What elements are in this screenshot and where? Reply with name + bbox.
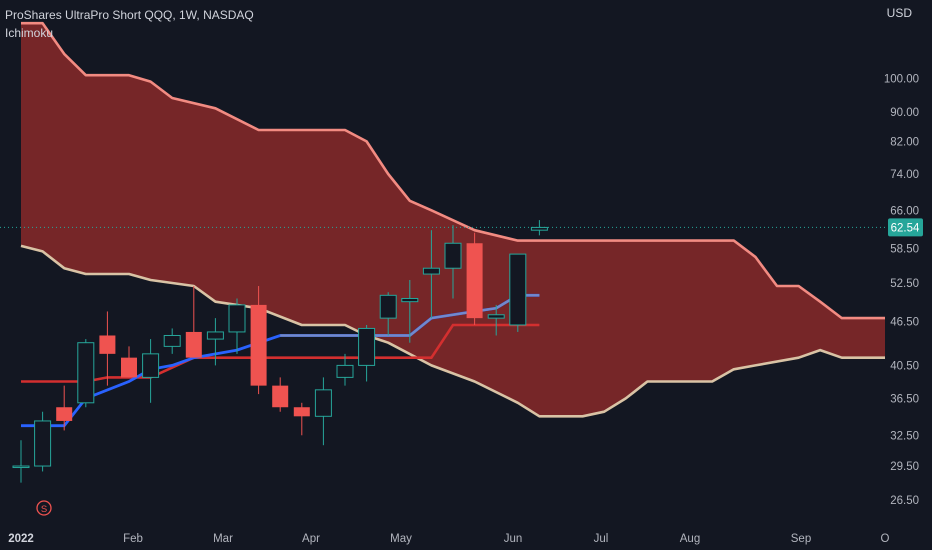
candle-body — [163, 334, 181, 347]
ichimoku-cloud — [20, 21, 885, 418]
candle-body — [466, 243, 483, 319]
candle — [163, 328, 181, 354]
candle-body — [206, 331, 224, 340]
time-tick-label: May — [390, 533, 412, 545]
time-tick-label: Apr — [302, 533, 320, 545]
time-tick-label: Jun — [504, 533, 523, 545]
candle — [336, 353, 354, 386]
price-tick-label: 26.50 — [890, 495, 919, 507]
candle — [34, 411, 52, 472]
price-tick-label: 74.00 — [890, 169, 919, 181]
time-tick-label: 2022 — [8, 533, 34, 545]
candle — [358, 324, 376, 382]
candle-body — [142, 353, 160, 378]
candle-body — [272, 385, 289, 408]
time-tick-label: O — [881, 533, 890, 545]
candle-body — [444, 242, 462, 269]
time-tick-label: Feb — [123, 533, 143, 545]
candle-body — [379, 294, 397, 319]
last-price-label: 62.54 — [891, 222, 920, 234]
candle — [228, 298, 246, 354]
candle-body — [34, 420, 52, 467]
price-tick-label: 46.50 — [890, 317, 919, 329]
time-tick-label: Mar — [213, 533, 233, 545]
price-tick-label: 66.00 — [890, 205, 919, 217]
price-tick-label: 29.50 — [890, 461, 919, 473]
price-tick-label: 32.50 — [890, 430, 919, 442]
candle — [56, 385, 73, 431]
chart-header: ProShares UltraPro Short QQQ, 1W, NASDAQ… — [5, 6, 254, 42]
candle-body — [99, 335, 116, 354]
candle — [530, 220, 548, 236]
price-tick-label: 90.00 — [890, 107, 919, 119]
candle-body — [12, 465, 30, 469]
candle — [444, 225, 462, 299]
candle-body — [250, 304, 267, 386]
candle-body — [228, 304, 246, 333]
candle — [12, 440, 30, 483]
candle — [379, 292, 397, 336]
candle — [250, 286, 267, 395]
indicator-label[interactable]: Ichimoku — [5, 26, 54, 40]
candle-body — [293, 407, 310, 417]
candle — [509, 253, 527, 332]
split-icon-glyph: S — [41, 504, 47, 515]
currency-label[interactable]: USD — [886, 6, 912, 20]
last-price-badge — [888, 218, 923, 237]
price-tick-label: 82.00 — [890, 136, 919, 148]
candle — [77, 339, 95, 408]
split-icon[interactable] — [36, 500, 52, 516]
candle-body — [358, 327, 376, 366]
candle — [206, 318, 224, 366]
price-tick-label: 36.50 — [890, 393, 919, 405]
candle — [142, 339, 160, 403]
candle — [487, 304, 505, 336]
time-axis[interactable]: 2022 Feb Mar Apr May Jun Jul Aug Sep O — [8, 533, 889, 545]
candle — [314, 377, 332, 446]
candle — [272, 377, 289, 412]
candles — [12, 220, 548, 483]
candle-body — [121, 357, 137, 378]
cloud-fill — [21, 23, 885, 417]
candle — [422, 230, 440, 319]
candle-body — [314, 389, 332, 417]
price-tick-label: 100.00 — [884, 73, 919, 85]
candle-body — [336, 364, 354, 378]
leading-span-a — [21, 21, 885, 320]
candle-body — [422, 267, 440, 275]
candle — [293, 402, 310, 436]
time-tick-label: Jul — [594, 533, 609, 545]
candle-body — [185, 331, 202, 358]
candle — [121, 346, 137, 378]
candle-body — [530, 226, 548, 231]
symbol-title[interactable]: ProShares UltraPro Short QQQ, 1W, NASDAQ — [5, 8, 254, 22]
candle — [401, 279, 419, 343]
price-tick-label: 52.50 — [890, 278, 919, 290]
candle-body — [56, 407, 73, 421]
price-tick-label: 40.50 — [890, 360, 919, 372]
candle-body — [509, 253, 527, 326]
candle — [99, 311, 116, 386]
candle-body — [401, 297, 419, 303]
price-axis[interactable]: 26.50 29.50 32.50 36.50 40.50 46.50 52.50 58.50… — [884, 73, 923, 507]
price-tick-label: 58.50 — [890, 244, 919, 256]
candle-body — [487, 314, 505, 319]
time-tick-label: Aug — [680, 533, 700, 545]
split-marker[interactable]: S — [36, 500, 52, 516]
candle-body — [77, 342, 95, 404]
leading-span-b — [20, 244, 885, 418]
candle — [185, 286, 202, 358]
time-tick-label: Sep — [791, 533, 811, 545]
candle — [466, 232, 483, 325]
